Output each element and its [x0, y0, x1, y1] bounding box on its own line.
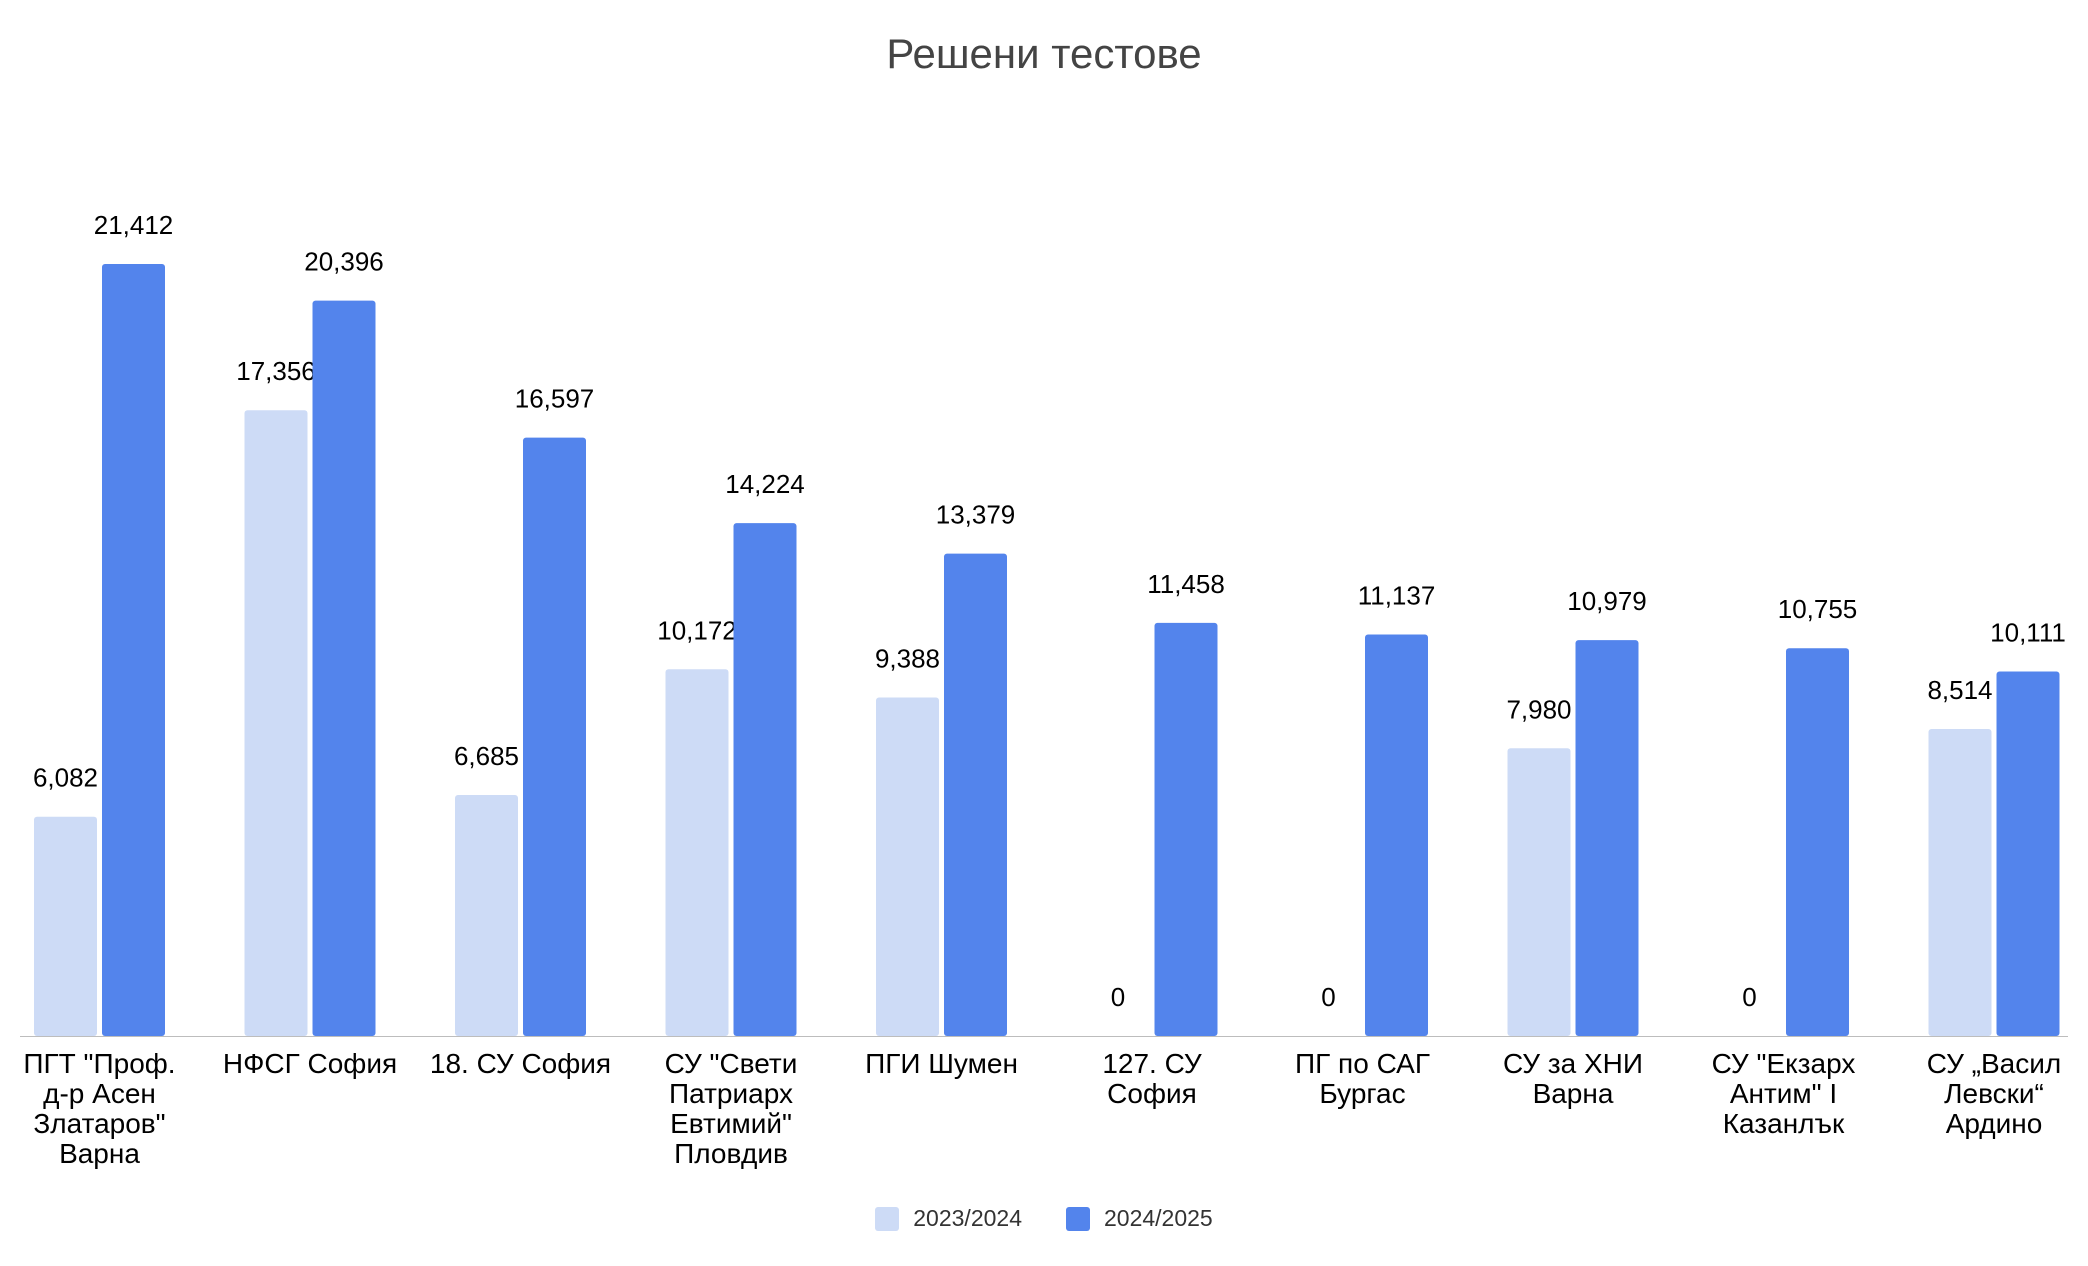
chart-title: Решени тестове — [886, 30, 1202, 77]
legend-label-series-2: 2024/2025 — [1104, 1205, 1213, 1231]
data-label-1-8: 7,980 — [1506, 694, 1571, 724]
x-tick-label-6: 127. СУ София — [1102, 1048, 1202, 1109]
x-tick-label-line: СУ "Свети — [665, 1048, 798, 1079]
x-tick-label-line: Варна — [1533, 1078, 1614, 1109]
data-label-2-5: 13,379 — [936, 500, 1016, 530]
bar-2-10 — [1996, 671, 2060, 1036]
data-label-2-7: 11,137 — [1358, 580, 1436, 610]
bar-1-4 — [665, 669, 729, 1036]
legend-swatch-series-2 — [1066, 1206, 1090, 1231]
legend-swatch-series-1 — [875, 1206, 900, 1231]
bar-2-4 — [733, 523, 797, 1036]
x-tick-label-1: ПГТ "Проф. д-р Асен Златаров" Варна — [23, 1048, 175, 1169]
x-tick-label-line: София — [1107, 1078, 1197, 1109]
bar-1-5 — [876, 697, 939, 1036]
bar-1-10 — [1928, 729, 1992, 1036]
bar-1-2 — [244, 410, 308, 1036]
x-tick-label-4: СУ "Свети Патриарх Евтимий" Пловдив — [665, 1048, 798, 1169]
bar-2-6 — [1154, 622, 1218, 1036]
x-tick-label-line: Евтимий" — [670, 1108, 792, 1139]
x-tick-label-line: ПГИ Шумен — [865, 1048, 1018, 1079]
bar-2-3 — [523, 437, 586, 1036]
data-label-2-3: 16,597 — [515, 384, 595, 414]
x-tick-label-line: Левски“ — [1944, 1078, 2044, 1109]
x-tick-label-line: Казанлък — [1723, 1108, 1845, 1139]
x-tick-label-line: ПГТ "Проф. — [23, 1048, 175, 1079]
data-label-1-3: 6,685 — [454, 741, 519, 771]
data-label-1-1: 6,082 — [33, 763, 98, 793]
x-tick-label-line: СУ "Екзарх — [1712, 1048, 1856, 1079]
x-tick-label-2: НФСГ София — [223, 1048, 397, 1079]
bar-2-8 — [1575, 640, 1639, 1036]
x-tick-label-line: Антим" I — [1730, 1078, 1837, 1109]
data-label-2-1: 21,412 — [94, 210, 174, 240]
data-label-1-2: 17,356 — [236, 356, 316, 386]
x-tick-label-line: Ардино — [1946, 1108, 2043, 1139]
x-tick-label-5: ПГИ Шумен — [865, 1048, 1018, 1079]
x-tick-label-line: Бургас — [1319, 1078, 1405, 1109]
x-tick-label-line: Златаров" — [33, 1108, 165, 1139]
data-label-1-6: 0 — [1111, 982, 1125, 1012]
data-label-2-9: 10,755 — [1778, 594, 1858, 624]
x-tick-label-line: Патриарх — [669, 1078, 793, 1109]
x-tick-label-line: 127. СУ — [1102, 1048, 1202, 1079]
x-tick-label-line: д-р Асен — [43, 1078, 156, 1109]
x-tick-label-9: СУ "Екзарх Антим" I Казанлък — [1712, 1048, 1856, 1139]
x-tick-label-line: 18. СУ София — [430, 1048, 611, 1079]
legend-item-series-1[interactable]: 2023/2024 — [875, 1205, 1022, 1232]
data-label-2-8: 10,979 — [1567, 586, 1647, 616]
x-tick-label-3: 18. СУ София — [430, 1048, 611, 1079]
data-label-1-10: 8,514 — [1927, 675, 1992, 705]
data-label-1-7: 0 — [1321, 982, 1335, 1012]
bar-2-2 — [312, 300, 376, 1036]
x-tick-label-line: НФСГ София — [223, 1048, 397, 1079]
bar-2-9 — [1786, 648, 1849, 1036]
x-tick-label-line: СУ „Васил — [1927, 1048, 2061, 1079]
data-label-2-10: 10,111 — [1990, 617, 2066, 647]
x-tick-label-line: Пловдив — [674, 1138, 788, 1169]
bar-2-7 — [1365, 634, 1428, 1036]
x-tick-label-line: ПГ по САГ — [1295, 1048, 1430, 1079]
data-label-2-2: 20,396 — [304, 247, 384, 277]
legend-label-series-1: 2023/2024 — [913, 1205, 1022, 1231]
legend: 2023/2024 2024/2025 — [0, 1205, 2088, 1232]
bar-1-3 — [455, 794, 518, 1036]
x-tick-label-line: СУ за ХНИ — [1503, 1048, 1643, 1079]
bar-1-1 — [34, 816, 97, 1036]
x-tick-label-8: СУ за ХНИ Варна — [1503, 1048, 1643, 1109]
legend-item-series-2[interactable]: 2024/2025 — [1066, 1205, 1213, 1232]
data-label-1-4: 10,172 — [657, 615, 737, 645]
data-label-2-6: 11,458 — [1147, 569, 1225, 599]
x-tick-label-10: СУ „Васил Левски“ Ардино — [1927, 1048, 2061, 1139]
x-tick-label-7: ПГ по САГ Бургас — [1295, 1048, 1430, 1109]
data-label-1-9: 0 — [1742, 982, 1756, 1012]
x-tick-label-line: Варна — [59, 1138, 140, 1169]
bar-2-5 — [944, 553, 1007, 1036]
bar-1-8 — [1507, 748, 1571, 1036]
data-label-1-5: 9,388 — [875, 644, 940, 674]
data-label-2-4: 14,224 — [725, 469, 805, 499]
bar-2-1 — [102, 264, 165, 1036]
